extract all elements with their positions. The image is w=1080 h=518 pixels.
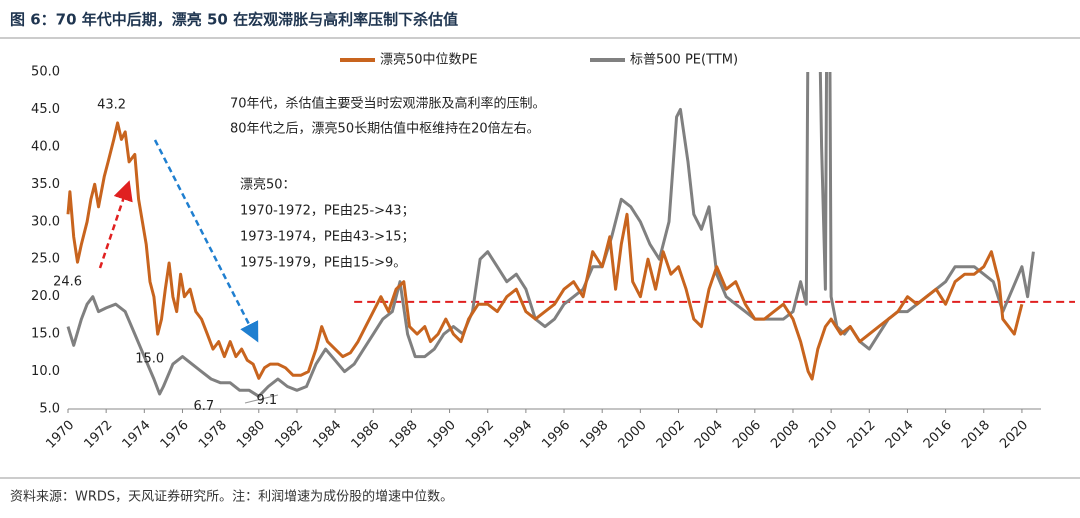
chart-title: 图 6：70 年代中后期，漂亮 50 在宏观滞胀与高利率压制下杀估值 [10,11,458,29]
y-tick-label: 30.0 [31,214,60,229]
source: 资料来源：WRDS，天风证券研究所。注：利润增速为成份股的增速中位数。 [10,489,453,505]
up-arrow [98,180,133,269]
series-line [66,121,1024,381]
note: 80年代之后，漂亮50长期估值中枢维持在20倍左右。 [230,121,540,137]
y-tick-label: 25.0 [31,252,60,267]
x-tick-label: 1976 [158,418,192,452]
x-tick-label: 1986 [349,418,383,452]
x-tick-label: 2008 [768,418,802,452]
x-tick-label: 1980 [234,418,268,452]
leader-line [244,394,279,404]
x-tick-label: 1978 [196,418,230,452]
x-tick-label: 2016 [921,418,955,452]
y-tick-label: 40.0 [31,139,60,154]
annotation: 15.0 [135,352,164,367]
y-tick-label: 35.0 [31,177,60,192]
x-tick-label: 1984 [310,418,344,452]
x-tick-label: 1990 [425,418,459,452]
x-tick-label: 1972 [81,418,115,452]
x-tick-label: 1992 [463,418,497,452]
x-tick-label: 2006 [730,418,764,452]
x-tick-label: 2018 [959,418,993,452]
y-tick-label: 10.0 [31,364,60,379]
down-arrow [153,139,259,343]
legend-label: 漂亮50中位数PE [380,52,478,68]
legend-label: 标普500 PE(TTM) [630,53,738,68]
y-tick-label: 50.0 [31,65,60,80]
note: 1973-1974，PE由43->15； [240,230,415,245]
x-tick-label: 1996 [539,418,573,452]
x-tick-label: 2014 [883,418,917,452]
x-tick-label: 2004 [692,418,726,452]
y-tick-label: 15.0 [31,327,60,342]
annotation: 43.2 [97,97,126,112]
x-tick-label: 1982 [272,418,306,452]
x-tick-label: 2020 [997,418,1031,452]
note: 1970-1972，PE由25->43； [240,204,415,219]
x-tick-label: 1988 [387,418,421,452]
annotation: 6.7 [193,399,214,414]
note: 1975-1979，PE由15->9。 [240,256,406,271]
x-tick-label: 2012 [845,418,879,452]
series-line [66,72,1035,398]
annotation: 9.1 [256,393,277,408]
x-tick-label: 2000 [616,418,650,452]
x-tick-label: 1974 [120,418,154,452]
note: 70年代，杀估值主要受当时宏观滞胀及高利率的压制。 [230,96,546,112]
x-tick-label: 2002 [654,418,688,452]
note: 漂亮50： [240,177,296,193]
plot-area [66,72,1035,398]
x-tick-label: 1998 [577,418,611,452]
x-tick-label: 2010 [806,418,840,452]
y-tick-label: 5.0 [39,402,60,417]
y-tick-label: 20.0 [31,289,60,304]
x-tick-label: 1994 [501,418,535,452]
annotation: 24.6 [53,275,82,290]
y-tick-label: 45.0 [31,102,60,117]
x-tick-label: 1970 [43,418,77,452]
